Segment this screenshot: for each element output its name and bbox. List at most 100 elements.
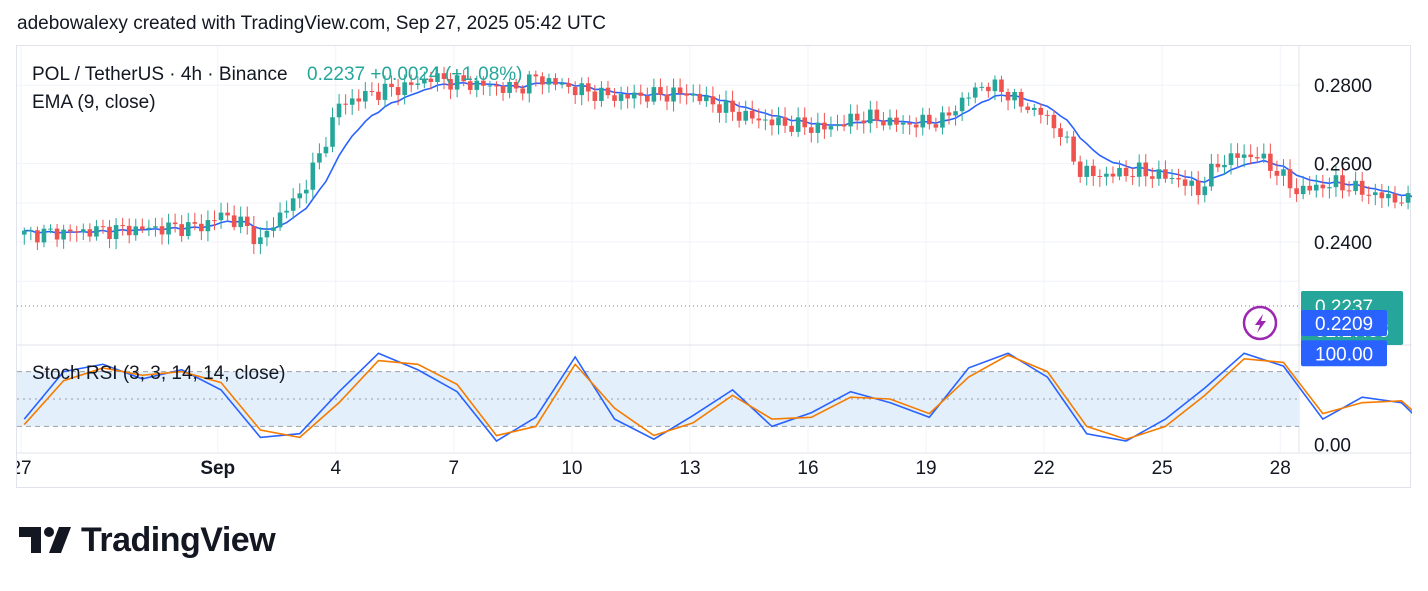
candle[interactable] — [395, 79, 401, 106]
candle[interactable] — [467, 75, 473, 95]
candle[interactable] — [1222, 154, 1227, 175]
candle[interactable] — [730, 90, 735, 121]
candle[interactable] — [107, 220, 112, 249]
candle[interactable] — [487, 81, 493, 96]
candle[interactable] — [185, 212, 191, 240]
candle[interactable] — [238, 206, 243, 234]
candle[interactable] — [402, 74, 407, 105]
candle[interactable] — [474, 75, 480, 98]
candle[interactable] — [763, 109, 768, 131]
candle[interactable] — [835, 114, 840, 131]
candle[interactable] — [21, 227, 27, 245]
candle[interactable] — [126, 218, 132, 244]
candle[interactable] — [356, 89, 362, 111]
candle[interactable] — [717, 94, 722, 123]
candle[interactable] — [553, 73, 558, 91]
candle[interactable] — [1097, 169, 1103, 187]
candle[interactable] — [671, 78, 676, 112]
candle[interactable] — [677, 78, 683, 104]
candle[interactable] — [822, 112, 827, 139]
candle[interactable] — [986, 82, 991, 98]
candle[interactable] — [1399, 194, 1404, 207]
candle[interactable] — [631, 84, 637, 109]
candle[interactable] — [776, 107, 781, 135]
candle[interactable] — [1386, 185, 1391, 207]
candle[interactable] — [848, 104, 853, 134]
candle[interactable] — [900, 115, 906, 134]
candle[interactable] — [303, 179, 309, 204]
candle[interactable] — [533, 70, 539, 87]
candle[interactable] — [907, 115, 912, 135]
candle[interactable] — [74, 225, 80, 242]
candle[interactable] — [271, 217, 276, 238]
alert-icon[interactable] — [1242, 305, 1278, 341]
candle[interactable] — [225, 202, 230, 222]
candle[interactable] — [1143, 154, 1149, 187]
candle[interactable] — [54, 224, 60, 247]
candle[interactable] — [1169, 168, 1175, 185]
candle[interactable] — [933, 117, 939, 132]
candle[interactable] — [363, 82, 368, 109]
candle[interactable] — [389, 75, 394, 97]
candle[interactable] — [166, 213, 171, 245]
candle[interactable] — [441, 66, 447, 90]
candle[interactable] — [1294, 178, 1299, 202]
candle[interactable] — [992, 75, 998, 101]
candle[interactable] — [231, 205, 237, 231]
candle[interactable] — [861, 111, 867, 134]
candle[interactable] — [192, 212, 198, 231]
candle[interactable] — [1038, 103, 1044, 124]
candle[interactable] — [179, 215, 184, 242]
candle[interactable] — [330, 107, 335, 153]
candle[interactable] — [159, 217, 165, 245]
candle[interactable] — [1209, 153, 1214, 191]
candle[interactable] — [828, 116, 834, 137]
candle[interactable] — [618, 86, 624, 110]
candle[interactable] — [310, 152, 316, 199]
candle[interactable] — [133, 218, 139, 241]
candle[interactable] — [697, 84, 703, 105]
candle[interactable] — [946, 106, 952, 125]
candle[interactable] — [927, 108, 932, 130]
candle[interactable] — [743, 100, 748, 125]
candle[interactable] — [1261, 143, 1267, 164]
candle[interactable] — [87, 223, 93, 242]
candle[interactable] — [940, 106, 945, 135]
candle[interactable] — [1327, 177, 1332, 199]
candle[interactable] — [966, 92, 971, 106]
candle[interactable] — [376, 83, 381, 106]
candle[interactable] — [1333, 165, 1339, 197]
candle[interactable] — [146, 219, 152, 236]
candle[interactable] — [854, 104, 860, 130]
candle[interactable] — [874, 101, 880, 129]
candle[interactable] — [1313, 174, 1319, 198]
candle[interactable] — [81, 223, 86, 241]
candle[interactable] — [1077, 155, 1083, 183]
candle[interactable] — [1320, 175, 1326, 198]
candle[interactable] — [612, 88, 617, 108]
candle[interactable] — [1300, 175, 1306, 200]
candle[interactable] — [284, 200, 289, 219]
candle[interactable] — [815, 112, 821, 144]
candle[interactable] — [1031, 103, 1037, 117]
candle[interactable] — [710, 86, 716, 113]
candle[interactable] — [1195, 171, 1201, 205]
candle[interactable] — [1373, 183, 1378, 206]
candle[interactable] — [41, 224, 47, 248]
candle[interactable] — [625, 86, 630, 109]
candle[interactable] — [789, 115, 794, 137]
candle[interactable] — [343, 94, 348, 115]
candle[interactable] — [500, 82, 506, 101]
candle[interactable] — [1241, 144, 1247, 168]
candle[interactable] — [481, 75, 486, 96]
candle[interactable] — [1366, 186, 1372, 205]
candle[interactable] — [920, 107, 926, 136]
candle[interactable] — [953, 105, 958, 126]
candle[interactable] — [546, 73, 552, 93]
candle[interactable] — [782, 107, 788, 133]
candle[interactable] — [684, 84, 689, 105]
candle[interactable] — [638, 84, 644, 105]
candle[interactable] — [540, 72, 545, 95]
candle[interactable] — [408, 74, 414, 93]
candle[interactable] — [172, 213, 178, 233]
